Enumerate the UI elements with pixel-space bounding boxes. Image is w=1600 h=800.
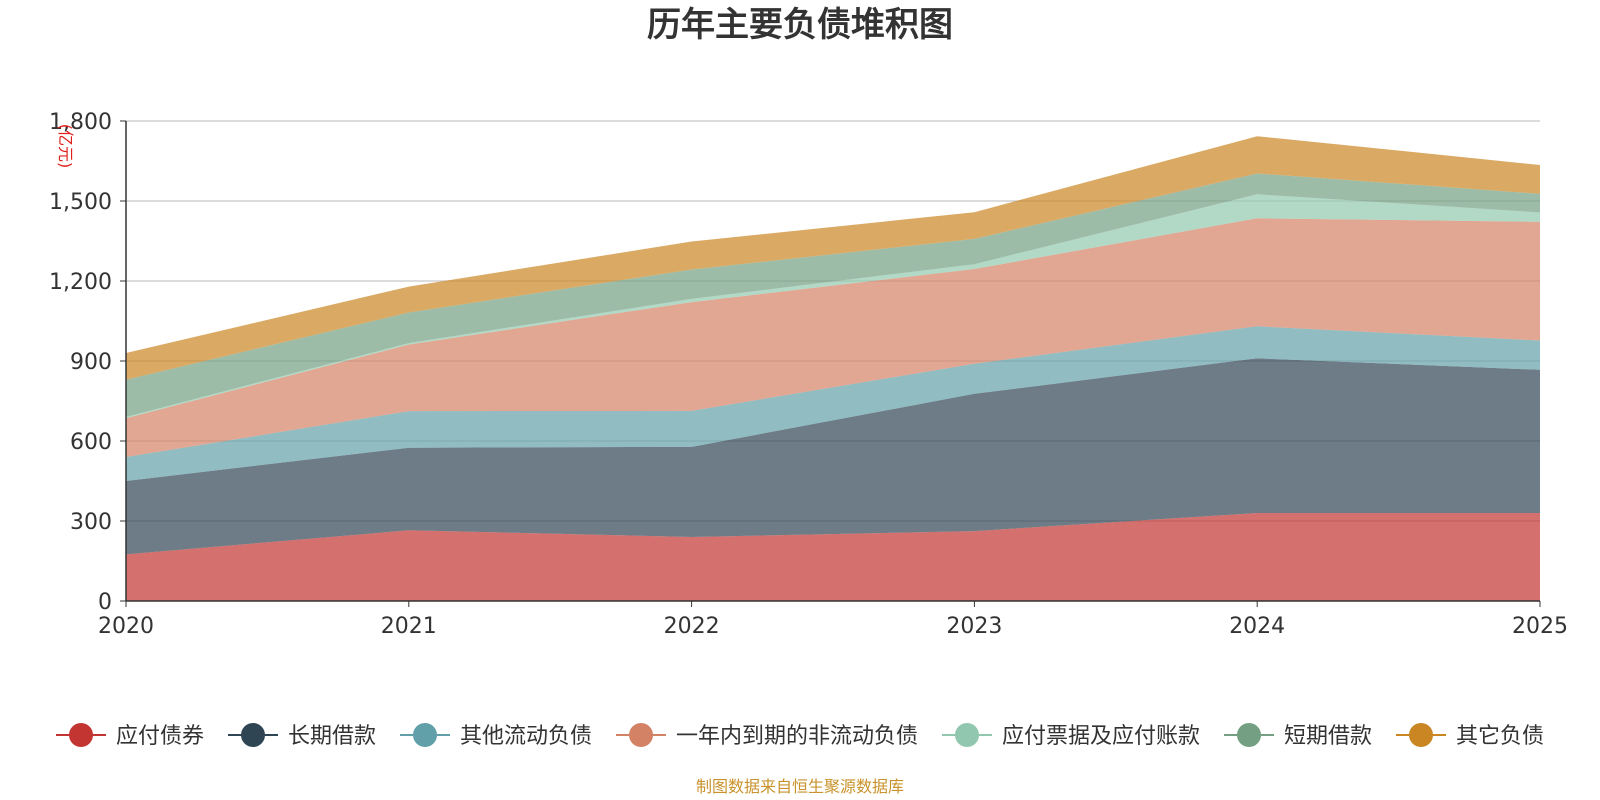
legend-label: 其他流动负债 bbox=[460, 724, 592, 749]
legend-item[interactable]: 短期借款 bbox=[1224, 723, 1372, 749]
legend-circle-marker bbox=[955, 723, 979, 747]
y-tick-label: 600 bbox=[70, 430, 112, 455]
legend-circle-marker bbox=[413, 723, 437, 747]
y-tick-label: 1,200 bbox=[49, 270, 112, 295]
legend: 应付债券 长期借款 其他流动负债 一年内到期的非流动负债 应付票据及应付账款 短期借款 其它… bbox=[56, 723, 1544, 749]
y-tick-label: 0 bbox=[98, 590, 112, 615]
area-series-4 bbox=[126, 218, 1540, 457]
area-series-3 bbox=[126, 326, 1540, 481]
x-tick-label: 2023 bbox=[946, 614, 1002, 639]
legend-label: 一年内到期的非流动负债 bbox=[676, 724, 918, 749]
x-tick-label: 2022 bbox=[664, 614, 720, 639]
axes: 0 300 600 900 1,200 1,500 1,800 2020 2021 2022 202… bbox=[49, 110, 1568, 639]
legend-item[interactable]: 长期借款 bbox=[228, 723, 376, 749]
area-series-6 bbox=[126, 173, 1540, 417]
y-tick-label: 1,800 bbox=[49, 110, 112, 135]
x-tick-label: 2020 bbox=[98, 614, 154, 639]
area-series-group bbox=[126, 136, 1540, 601]
legend-circle-marker bbox=[69, 723, 93, 747]
chart-title: 历年主要负债堆积图 bbox=[647, 5, 953, 45]
legend-label: 应付债券 bbox=[116, 724, 204, 749]
y-tick-label: 900 bbox=[70, 350, 112, 375]
legend-label: 长期借款 bbox=[288, 724, 376, 749]
area-series-1 bbox=[126, 513, 1540, 601]
legend-item[interactable]: 其它负债 bbox=[1396, 723, 1544, 749]
y-tick-label: 300 bbox=[70, 510, 112, 535]
legend-label: 其它负债 bbox=[1456, 724, 1544, 749]
x-tick-label: 2025 bbox=[1512, 614, 1568, 639]
legend-item[interactable]: 应付票据及应付账款 bbox=[942, 723, 1200, 749]
area-series-2 bbox=[126, 358, 1540, 555]
legend-circle-marker bbox=[241, 723, 265, 747]
area-series-7 bbox=[126, 136, 1540, 380]
y-axis-unit-label: (亿元) bbox=[56, 124, 75, 169]
x-tick-label: 2021 bbox=[381, 614, 437, 639]
legend-circle-marker bbox=[1237, 723, 1261, 747]
y-tick-label: 1,500 bbox=[49, 190, 112, 215]
data-source-note: 制图数据来自恒生聚源数据库 bbox=[696, 777, 904, 796]
legend-label: 应付票据及应付账款 bbox=[1002, 724, 1200, 749]
legend-item[interactable]: 一年内到期的非流动负债 bbox=[616, 723, 918, 749]
legend-item[interactable]: 应付债券 bbox=[56, 723, 204, 749]
legend-item[interactable]: 其他流动负债 bbox=[400, 723, 592, 749]
legend-label: 短期借款 bbox=[1284, 724, 1372, 749]
legend-circle-marker bbox=[629, 723, 653, 747]
area-series-5 bbox=[126, 194, 1540, 419]
legend-circle-marker bbox=[1409, 723, 1433, 747]
x-tick-label: 2024 bbox=[1229, 614, 1285, 639]
